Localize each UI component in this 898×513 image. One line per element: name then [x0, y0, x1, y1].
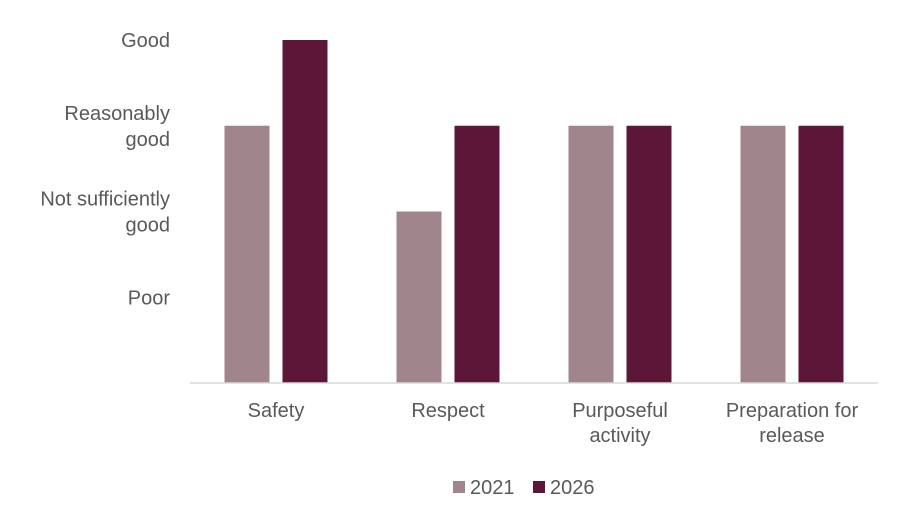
y-tick-label: Poor — [128, 287, 171, 309]
bar-2021-1 — [396, 211, 442, 383]
y-tick-label: Good — [121, 30, 170, 52]
x-tick-label-line: Purposeful — [572, 400, 668, 422]
y-tick-label-line: Good — [121, 30, 170, 52]
legend-label-2026: 2026 — [550, 477, 595, 499]
bar-2021-3 — [740, 125, 786, 383]
legend-label-2021: 2021 — [470, 477, 515, 499]
legend: 2021 2026 — [453, 477, 595, 499]
x-axis-tick-labels: Safety Respect Purposeful activity Preparati… — [248, 400, 859, 447]
bar-2021-0 — [224, 125, 270, 383]
x-tick-label-line: Preparation for — [726, 400, 859, 422]
y-tick-label-line: Reasonably — [64, 103, 170, 125]
x-tick-label-line: release — [759, 425, 825, 447]
bar-2026-3 — [798, 125, 844, 383]
bar-2026-1 — [454, 125, 500, 383]
legend-swatch-2026 — [533, 481, 545, 493]
x-tick-label-line: Respect — [411, 400, 485, 422]
x-tick-label-line: activity — [589, 425, 650, 447]
legend-swatch-2021 — [453, 481, 465, 493]
x-tick-label: Preparation for release — [726, 400, 859, 447]
bar-2026-0 — [282, 40, 328, 383]
y-tick-label-line: Not sufficiently — [40, 189, 170, 211]
x-tick-label-line: Safety — [248, 400, 305, 422]
y-tick-label: Reasonably good — [64, 103, 170, 151]
bar-2021-2 — [568, 125, 614, 383]
y-tick-label-line: good — [126, 215, 171, 237]
y-tick-label: Not sufficiently good — [40, 189, 170, 237]
bars — [224, 40, 844, 383]
x-tick-label: Purposeful activity — [572, 400, 668, 447]
y-axis-tick-labels: Poor Not sufficiently good Reasonably good Go… — [40, 30, 170, 309]
y-tick-label-line: Poor — [128, 287, 171, 309]
x-tick-label: Safety — [248, 400, 305, 422]
y-tick-label-line: good — [126, 129, 171, 151]
x-tick-label: Respect — [411, 400, 485, 422]
bar-2026-2 — [626, 125, 672, 383]
